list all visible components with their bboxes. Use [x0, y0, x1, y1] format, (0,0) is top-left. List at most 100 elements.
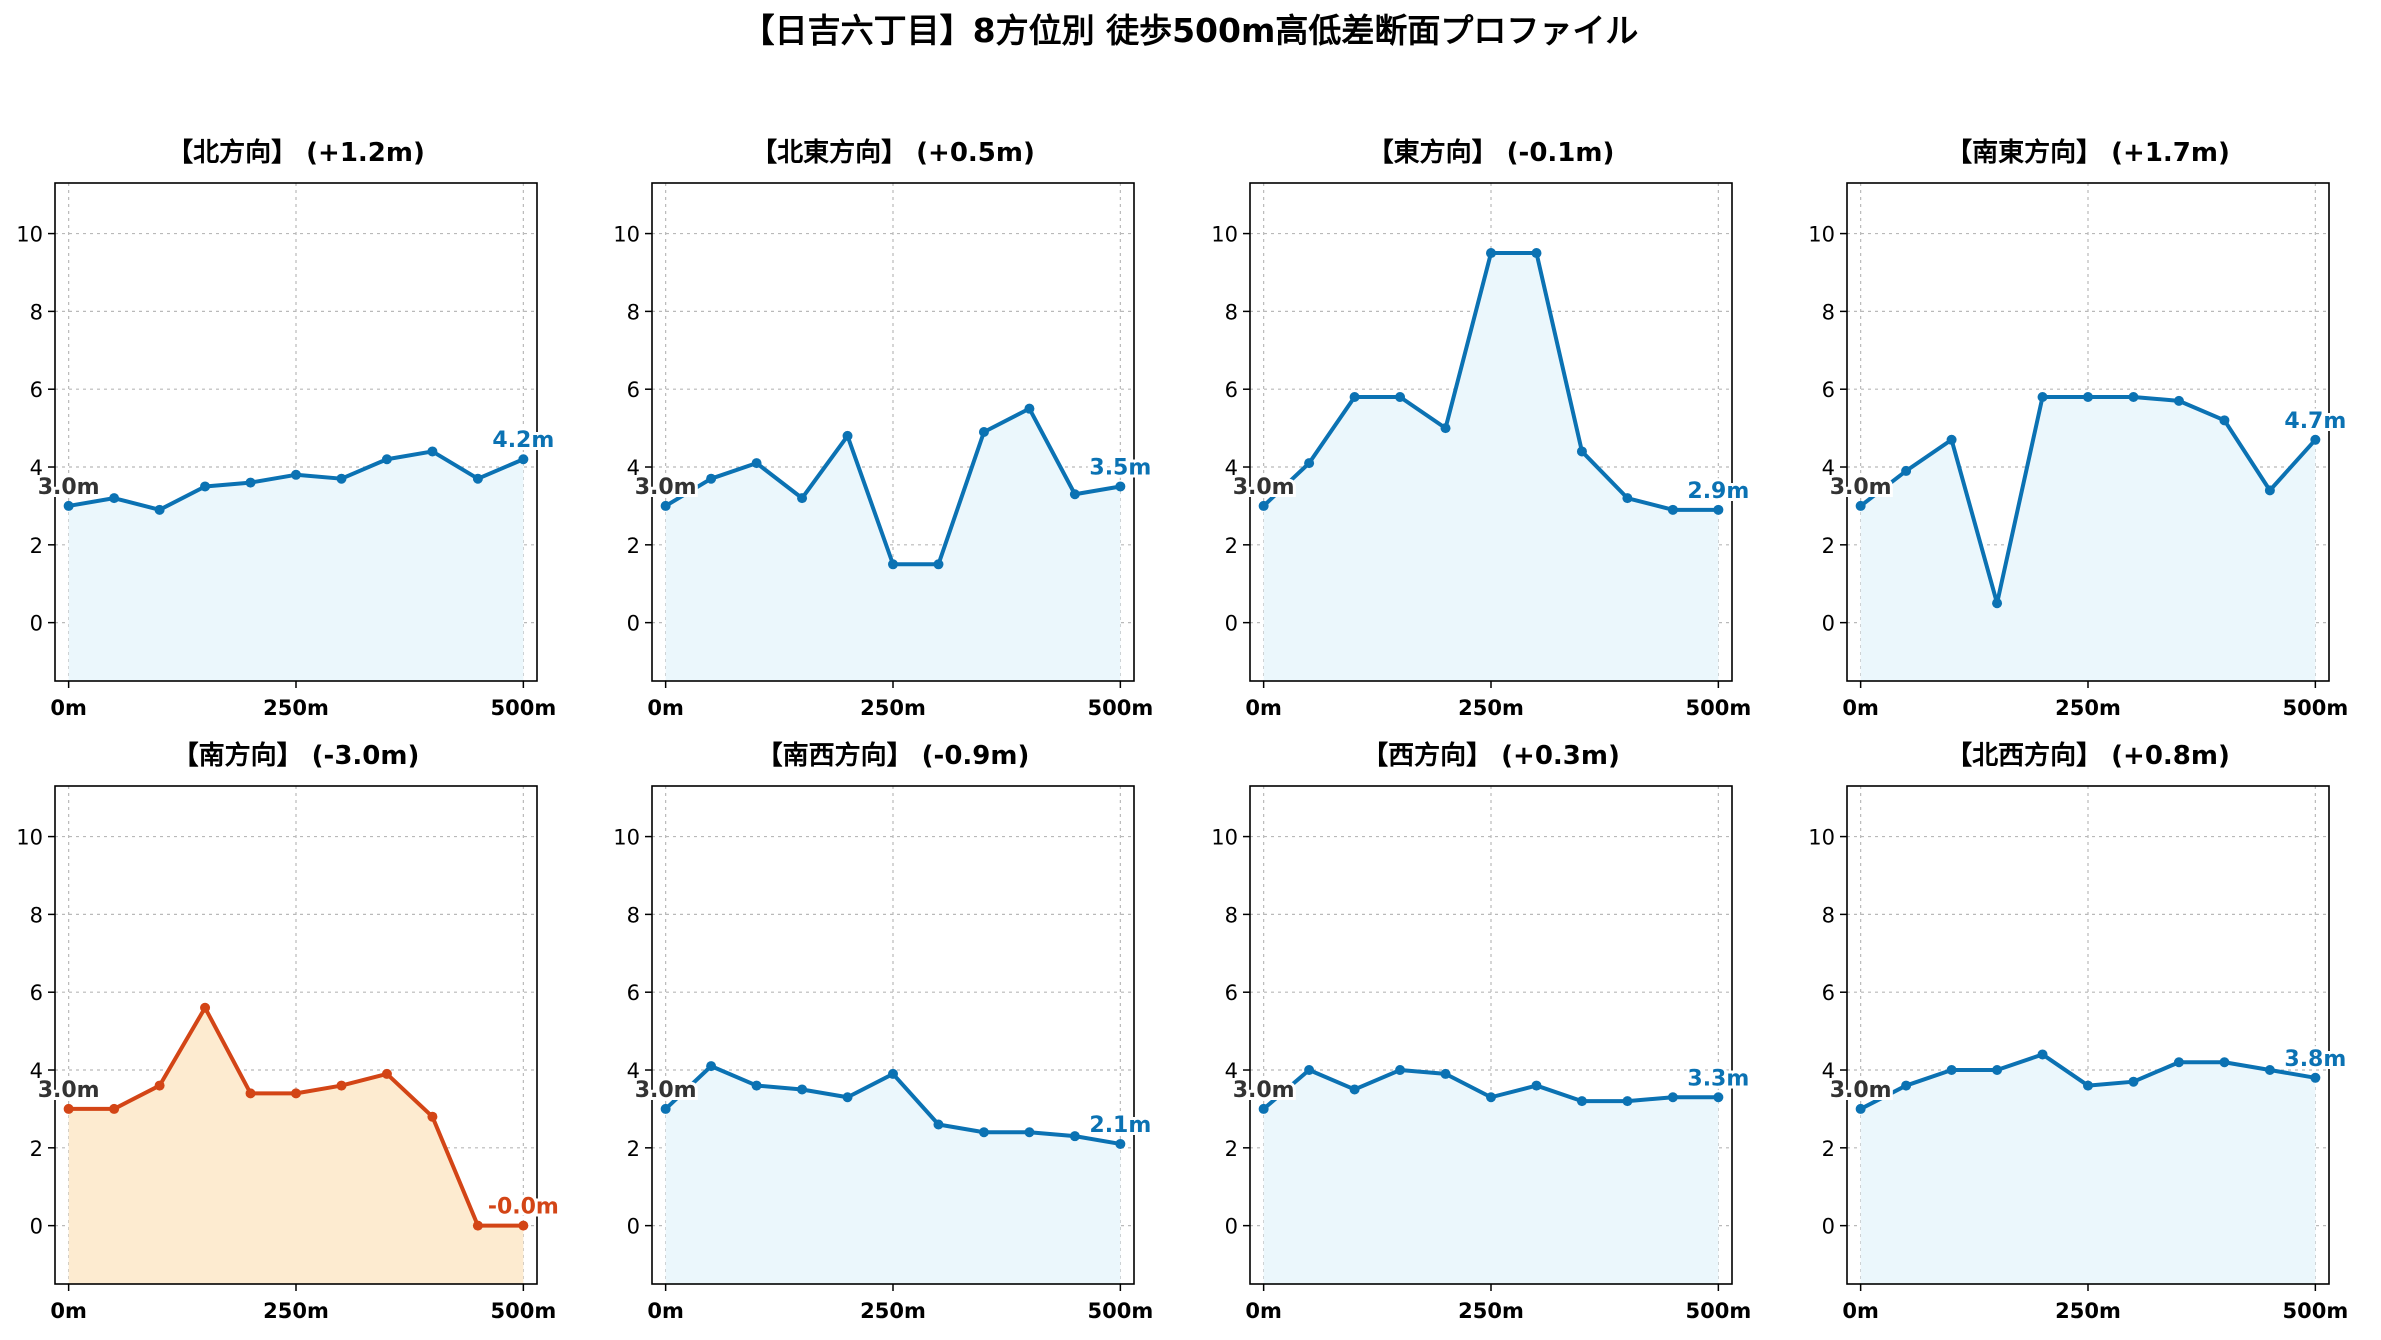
panel-6: 【南西方向】 (-0.9m) 0 2 4 6 8 10 0m 250m 500m 3.0m 2.1m: [613, 740, 1154, 1323]
panel-4: 【南東方向】 (+1.7m) 0 2 4 6 8 10 0m 250m 500m 3.0m 4.7m: [1808, 137, 2349, 720]
end-elevation-label: -0.0m: [488, 1195, 559, 1220]
panel-2: 【北東方向】 (+0.5m) 0 2 4 6 8 10 0m 250m 500m 3.0m 3.5m: [613, 137, 1154, 720]
y-tick-label: 2: [627, 534, 640, 558]
elevation-point: [109, 493, 120, 504]
end-elevation-label: 3.5m: [1089, 455, 1151, 480]
elevation-point: [706, 473, 717, 484]
y-tick-label: 0: [30, 612, 43, 636]
y-tick-label: 2: [30, 1137, 43, 1161]
y-tick-label: 10: [1211, 223, 1238, 247]
elevation-point: [1115, 1138, 1126, 1149]
panel-title: 【東方向】 (-0.1m): [1368, 137, 1615, 168]
panel-title: 【北方向】 (+1.2m): [167, 137, 425, 168]
elevation-point: [888, 1068, 898, 1079]
elevation-point: [472, 1220, 483, 1231]
x-tick-label: 250m: [860, 1299, 926, 1323]
start-elevation-label: 3.0m: [38, 1078, 100, 1103]
elevation-point: [1946, 1065, 1957, 1076]
elevation-point: [2037, 391, 2048, 402]
y-tick-label: 0: [627, 1215, 640, 1239]
x-tick-label: 0m: [50, 1299, 87, 1323]
elevation-point: [1349, 391, 1360, 402]
elevation-point: [381, 1068, 392, 1079]
elevation-point: [1622, 1096, 1633, 1107]
y-tick-label: 10: [613, 826, 640, 850]
start-elevation-label: 3.0m: [1233, 1078, 1295, 1103]
elevation-area-fill: [1263, 1070, 1719, 1284]
y-tick-label: 2: [1225, 1137, 1238, 1161]
elevation-area-fill: [665, 1066, 1121, 1284]
elevation-point: [1024, 403, 1035, 414]
y-tick-label: 10: [16, 223, 43, 247]
y-tick-label: 8: [1822, 300, 1835, 324]
y-tick-label: 10: [1211, 826, 1238, 850]
elevation-point: [797, 493, 808, 504]
elevation-point: [2083, 1080, 2093, 1091]
elevation-point: [245, 477, 256, 488]
elevation-point: [2310, 434, 2321, 445]
x-tick-label: 500m: [490, 1299, 556, 1323]
elevation-point: [842, 1092, 853, 1103]
elevation-point: [1855, 1103, 1866, 1114]
elevation-point: [1713, 1092, 1724, 1103]
y-tick-label: 8: [30, 300, 43, 324]
x-tick-label: 500m: [2282, 696, 2348, 720]
y-tick-label: 4: [627, 456, 640, 480]
elevation-point: [1531, 1080, 1542, 1091]
elevation-point: [518, 1220, 529, 1231]
elevation-point: [1349, 1084, 1360, 1095]
x-tick-label: 0m: [50, 696, 87, 720]
y-tick-label: 8: [1225, 300, 1238, 324]
elevation-point: [933, 1119, 944, 1130]
elevation-area-fill: [68, 1007, 524, 1284]
start-elevation-label: 3.0m: [1830, 1078, 1892, 1103]
elevation-point: [1395, 391, 1406, 402]
elevation-point: [2173, 395, 2184, 406]
y-tick-label: 6: [1225, 378, 1238, 402]
x-tick-label: 250m: [2055, 696, 2121, 720]
x-tick-label: 0m: [647, 1299, 684, 1323]
y-tick-label: 4: [30, 456, 43, 480]
elevation-point: [660, 1103, 671, 1114]
elevation-point: [1258, 500, 1269, 511]
y-tick-label: 6: [627, 981, 640, 1005]
start-elevation-label: 3.0m: [1830, 475, 1892, 500]
elevation-point: [978, 427, 989, 437]
y-tick-label: 10: [1808, 826, 1835, 850]
y-tick-label: 6: [1225, 981, 1238, 1005]
y-tick-label: 8: [1822, 903, 1835, 927]
elevation-point: [245, 1088, 256, 1099]
elevation-point: [472, 473, 483, 484]
elevation-point: [1440, 1068, 1451, 1079]
x-tick-label: 250m: [263, 1299, 329, 1323]
elevation-point: [2264, 485, 2275, 496]
panel-title: 【南西方向】 (-0.9m): [757, 740, 1030, 771]
elevation-point: [1395, 1065, 1406, 1076]
elevation-point: [154, 1080, 165, 1091]
x-tick-label: 0m: [1245, 1299, 1282, 1323]
y-tick-label: 10: [1808, 223, 1835, 247]
panel-7: 【西方向】 (+0.3m) 0 2 4 6 8 10 0m 250m 500m 3.0m 3.3m: [1211, 740, 1752, 1323]
y-tick-label: 4: [1822, 1059, 1835, 1083]
elevation-point: [751, 458, 762, 469]
y-tick-label: 10: [613, 223, 640, 247]
panel-title: 【西方向】 (+0.3m): [1362, 740, 1620, 771]
elevation-area-fill: [1860, 396, 2316, 681]
x-tick-label: 0m: [1842, 696, 1879, 720]
y-tick-label: 6: [627, 378, 640, 402]
y-tick-label: 6: [1822, 378, 1835, 402]
panel-3: 【東方向】 (-0.1m) 0 2 4 6 8 10 0m 250m 500m 3.0m 2.9m: [1211, 137, 1752, 720]
elevation-point: [842, 430, 853, 441]
elevation-point: [63, 500, 74, 511]
y-tick-label: 4: [1822, 456, 1835, 480]
y-tick-label: 0: [627, 612, 640, 636]
panel-1: 【北方向】 (+1.2m) 0 2 4 6 8 10 0m 250m 500m 3.0m 4.2m: [16, 137, 557, 720]
panel-title: 【南東方向】 (+1.7m): [1946, 137, 2230, 168]
y-tick-label: 2: [1822, 1137, 1835, 1161]
x-tick-label: 0m: [1842, 1299, 1879, 1323]
start-elevation-label: 3.0m: [38, 475, 100, 500]
elevation-point: [2264, 1065, 2275, 1076]
elevation-point: [1531, 248, 1542, 259]
elevation-point: [1992, 1065, 2003, 1076]
